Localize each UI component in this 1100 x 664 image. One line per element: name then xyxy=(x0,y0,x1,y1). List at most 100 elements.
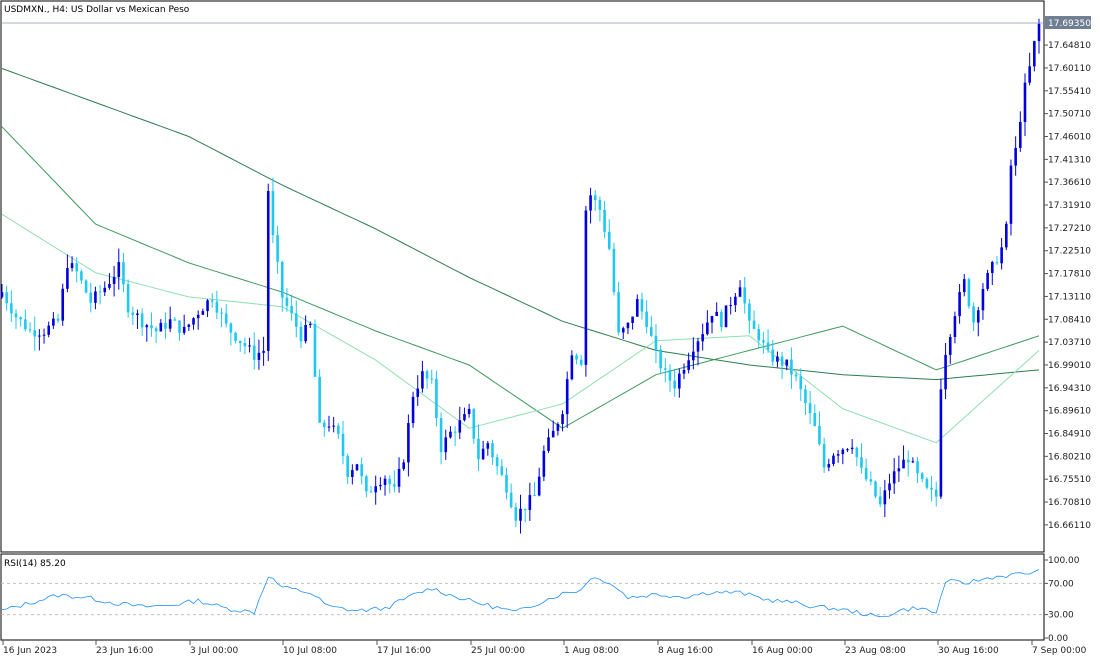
candle-bear xyxy=(294,313,298,327)
candle-bull xyxy=(112,277,116,284)
candle-bull xyxy=(519,508,522,521)
candle-bull xyxy=(70,263,74,269)
price-tick-label: 17.31910 xyxy=(1048,201,1091,211)
candle-bull xyxy=(308,323,312,326)
candle-bear xyxy=(98,291,102,293)
candle-bear xyxy=(813,413,817,426)
candle-bull xyxy=(724,305,728,328)
candle-bull xyxy=(827,464,831,468)
price-tick-label: 16.89610 xyxy=(1048,407,1091,417)
candle-bear xyxy=(780,356,784,366)
candle-bear xyxy=(173,319,177,321)
candle-bull xyxy=(1028,66,1031,83)
candle-bear xyxy=(154,328,158,332)
candle-bull xyxy=(117,262,121,278)
moving-averages xyxy=(1,68,1040,444)
rsi-level-label: 100.00 xyxy=(1048,556,1080,566)
candle-bear xyxy=(140,313,144,328)
candle-bear xyxy=(220,312,223,314)
candle-bear xyxy=(874,481,877,497)
candle-bull xyxy=(108,283,111,288)
candle-bear xyxy=(533,495,536,497)
candle-bull xyxy=(785,359,789,366)
candle-bear xyxy=(509,492,513,508)
candle-bear xyxy=(229,323,233,333)
candle-bear xyxy=(313,323,317,377)
candle-bull xyxy=(0,292,4,297)
moving-average-line xyxy=(1,213,1040,444)
candle-bear xyxy=(472,408,476,439)
candle-bull xyxy=(458,420,462,433)
candle-bear xyxy=(495,457,499,467)
candle-bull xyxy=(944,354,947,390)
candle-bear xyxy=(491,443,494,458)
candle-bear xyxy=(178,320,181,333)
candle-bull xyxy=(883,490,887,505)
candle-bear xyxy=(252,345,256,360)
candle-bear xyxy=(640,299,644,312)
candle-bear xyxy=(10,303,13,314)
candle-bear xyxy=(869,479,873,482)
candle-bear xyxy=(323,422,326,428)
candle-bear xyxy=(654,335,658,350)
candle-bear xyxy=(56,318,60,321)
candle-bull xyxy=(407,423,410,463)
time-tick-label: 7 Sep 00:00 xyxy=(1032,646,1087,656)
candle-bull xyxy=(355,464,359,471)
price-tick-label: 17.36610 xyxy=(1048,178,1091,188)
candle-bear xyxy=(673,380,676,389)
candle-bear xyxy=(150,325,153,329)
candle-bull xyxy=(444,437,448,453)
candle-bull xyxy=(257,352,261,360)
candle-bear xyxy=(995,262,999,264)
candle-bull xyxy=(990,262,994,273)
candle-bull xyxy=(570,355,574,380)
candle-bear xyxy=(752,320,756,329)
price-tick-label: 16.66110 xyxy=(1048,521,1091,531)
candle-bull xyxy=(986,272,989,289)
candle-bear xyxy=(757,328,761,341)
candle-bull xyxy=(635,299,639,317)
candle-bull xyxy=(846,449,849,451)
price-tick-label: 17.17810 xyxy=(1048,270,1091,280)
candle-bull xyxy=(201,311,205,315)
candle-bear xyxy=(743,287,747,304)
candle-bear xyxy=(24,319,27,330)
price-tick-label: 16.80210 xyxy=(1048,452,1091,462)
main-plot-frame xyxy=(0,0,1045,553)
candle-bear xyxy=(575,355,578,360)
candle-bear xyxy=(84,280,88,293)
candle-bull xyxy=(776,356,779,362)
candle-bear xyxy=(5,292,8,304)
price-tick-label: 17.46010 xyxy=(1048,132,1091,142)
candle-bull xyxy=(38,335,41,337)
candle-bull xyxy=(631,316,634,323)
price-tick-label: 16.70810 xyxy=(1048,498,1091,508)
candle-bull xyxy=(182,326,186,333)
candle-bull xyxy=(556,423,560,431)
price-tick-label: 17.13110 xyxy=(1048,292,1091,302)
candle-bull xyxy=(692,351,695,361)
candle-bear xyxy=(645,311,648,328)
rsi-level-label: 30.00 xyxy=(1048,611,1074,621)
candle-bear xyxy=(766,342,770,350)
candle-bear xyxy=(617,292,620,333)
candle-bull xyxy=(332,425,335,427)
candle-bull xyxy=(738,287,742,297)
candle-bull xyxy=(939,389,943,497)
candle-bear xyxy=(579,359,583,365)
candle-bull xyxy=(136,313,139,315)
price-tick-label: 17.55410 xyxy=(1048,87,1091,97)
candle-bear xyxy=(794,374,798,377)
candle-bull xyxy=(47,325,51,335)
price-tick-label: 16.94310 xyxy=(1048,384,1091,394)
chart-header-symbol: USDMXN., H4: US Dollar vs Mexican Peso xyxy=(4,5,190,15)
candle-bull xyxy=(1000,247,1003,264)
candle-bear xyxy=(649,327,653,336)
candle-bull xyxy=(94,291,97,303)
time-tick-label: 17 Jul 16:00 xyxy=(377,646,431,656)
time-tick-label: 10 Jul 08:00 xyxy=(283,646,337,656)
candle-bull xyxy=(715,311,718,316)
